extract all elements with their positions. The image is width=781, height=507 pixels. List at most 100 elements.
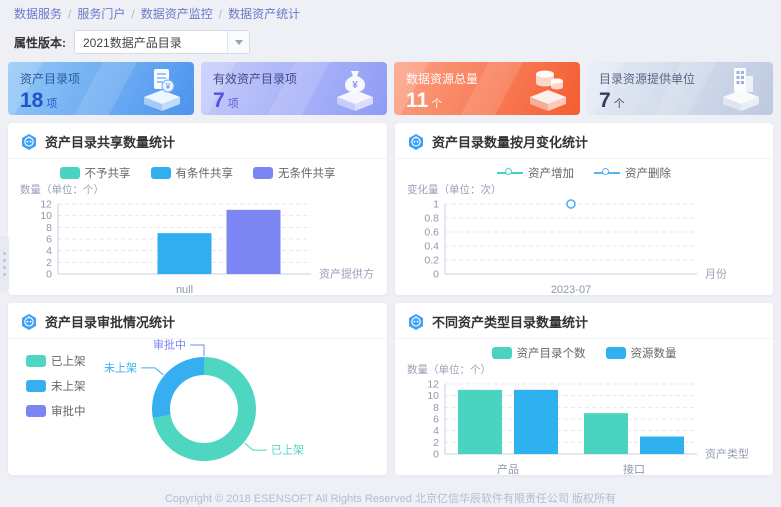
panel-title: 不同资产类型目录数量统计 xyxy=(432,315,589,330)
legend-label: 不予共享 xyxy=(84,168,131,180)
panel-monthly-change-stats: 资产目录数量按月变化统计 资产增加 资产删除 变化量（单位：次） 0 0.2 0.4 0.… xyxy=(395,123,773,296)
svg-text:数量（单位：个）: 数量（单位：个） xyxy=(20,183,104,196)
svg-text:10: 10 xyxy=(427,390,439,402)
svg-text:¥: ¥ xyxy=(165,82,171,91)
legend-label: 资源数量 xyxy=(630,348,677,360)
legend-item[interactable]: 不予共享 xyxy=(59,165,131,181)
panel-badge-icon xyxy=(409,133,423,150)
line-chart-canvas[interactable]: 变化量（单位：次） 0 0.2 0.4 0.6 0.8 1 2023-07 月份 xyxy=(403,182,763,300)
legend-item[interactable]: 有条件共享 xyxy=(150,165,234,181)
donut-chart-canvas[interactable]: 已上架 未上架 审批中 xyxy=(104,338,379,475)
panel-title: 资产目录数量按月变化统计 xyxy=(432,135,589,150)
version-select[interactable]: 2021数据产品目录 xyxy=(74,30,250,54)
svg-text:资产提供方: 资产提供方 xyxy=(319,267,374,281)
panel-badge-icon xyxy=(22,133,36,150)
svg-text:¥: ¥ xyxy=(352,80,358,91)
panel-title: 资产目录审批情况统计 xyxy=(45,315,176,330)
legend-item[interactable]: 无条件共享 xyxy=(253,165,336,181)
breadcrumb-separator: / xyxy=(218,7,223,21)
collapsed-sidebar-handle[interactable] xyxy=(0,236,9,292)
svg-text:6: 6 xyxy=(433,414,439,426)
legend-label: 已上架 xyxy=(51,356,86,368)
svg-text:4: 4 xyxy=(433,425,439,437)
svg-text:0: 0 xyxy=(433,449,439,461)
svg-text:12: 12 xyxy=(40,199,52,211)
legend-marker xyxy=(26,405,46,417)
charts-grid: 资产目录共享数量统计 不予共享 有条件共享 无条件共享 数量（单位：个） 0 2 4 6 8 1… xyxy=(8,123,773,476)
breadcrumb-item-1[interactable]: 服务门户 xyxy=(77,7,126,21)
footer-copyright: Copyright © 2018 ESENSOFT All Rights Res… xyxy=(164,493,617,505)
svg-text:2023-07: 2023-07 xyxy=(551,284,591,296)
legend-item[interactable]: 资产目录个数 xyxy=(491,345,586,361)
legend-marker xyxy=(253,167,273,179)
panel-badge-icon xyxy=(409,313,423,330)
svg-text:产品: 产品 xyxy=(497,462,519,476)
chart-legend: 资产目录个数 资源数量 xyxy=(395,346,773,360)
panel-header: 不同资产类型目录数量统计 xyxy=(395,303,773,339)
version-filter: 属性版本: 2021数据产品目录 xyxy=(14,30,767,54)
panel-body: 已上架 未上架 审批中 已上架 未上架 审批中 xyxy=(8,338,387,475)
money-bag-icon: ¥ xyxy=(337,71,373,111)
asset-type-bar-chart: 数量（单位：个） 0 2 4 6 8 10 12 产品 接口 资产类型 xyxy=(403,362,763,480)
legend-label: 有条件共享 xyxy=(175,168,234,180)
panel-header: 资产目录共享数量统计 xyxy=(8,123,387,159)
stat-card-title: 有效资产目录项 xyxy=(213,72,298,86)
svg-text:8: 8 xyxy=(46,222,52,234)
chart-legend: 资产增加 资产删除 xyxy=(395,166,773,180)
stat-card-data-resources-total: 数据资源总量 11 个 xyxy=(394,62,580,115)
panel-header: 资产目录数量按月变化统计 xyxy=(395,123,773,159)
panel-share-count-stats: 资产目录共享数量统计 不予共享 有条件共享 无条件共享 数量（单位：个） 0 2 4 6 8 1… xyxy=(8,123,387,296)
document-coin-icon: ¥ xyxy=(144,69,180,111)
legend-marker xyxy=(594,167,620,179)
legend-marker xyxy=(605,347,626,359)
stat-card-title: 资产目录项 xyxy=(20,72,81,86)
svg-text:10: 10 xyxy=(40,210,52,222)
svg-text:4: 4 xyxy=(46,245,52,257)
svg-text:审批中: 审批中 xyxy=(153,338,186,352)
svg-text:1: 1 xyxy=(433,199,439,211)
svg-text:变化量（单位：次）: 变化量（单位：次） xyxy=(407,183,502,196)
breadcrumb-item-3[interactable]: 数据资产统计 xyxy=(228,7,301,21)
legend-marker xyxy=(59,167,80,179)
legend-marker xyxy=(26,380,46,392)
stat-card-asset-catalog-items: 资产目录项 18 项 ¥ xyxy=(8,62,194,115)
stat-card-value: 11 个 xyxy=(406,89,443,112)
svg-text:8: 8 xyxy=(433,402,439,414)
svg-text:0.8: 0.8 xyxy=(424,213,439,225)
svg-text:0.2: 0.2 xyxy=(424,255,439,267)
panel-badge-icon xyxy=(22,313,36,330)
svg-text:0: 0 xyxy=(46,269,52,281)
legend-label: 资产目录个数 xyxy=(516,348,586,360)
coin-stack-icon xyxy=(530,70,566,111)
legend-label: 无条件共享 xyxy=(278,168,336,180)
legend-item[interactable]: 资产删除 xyxy=(594,165,671,181)
legend-item[interactable]: 未上架 xyxy=(26,378,112,394)
svg-text:0.4: 0.4 xyxy=(424,241,439,253)
dropdown-arrow-icon[interactable] xyxy=(227,31,249,53)
breadcrumb-item-2[interactable]: 数据资产监控 xyxy=(140,7,213,21)
stat-card-title: 数据资源总量 xyxy=(406,72,479,86)
svg-text:2: 2 xyxy=(433,437,439,449)
svg-text:数量（单位：个）: 数量（单位：个） xyxy=(407,363,491,376)
legend-item[interactable]: 审批中 xyxy=(26,403,112,419)
legend-marker xyxy=(26,355,46,367)
svg-text:接口: 接口 xyxy=(623,463,645,476)
legend-item[interactable]: 已上架 xyxy=(26,353,112,369)
panel-header: 资产目录审批情况统计 xyxy=(8,303,387,339)
legend-item[interactable]: 资源数量 xyxy=(605,345,677,361)
legend-label: 资产增加 xyxy=(528,168,574,180)
legend-marker xyxy=(497,167,523,179)
legend-item[interactable]: 资产增加 xyxy=(497,165,574,181)
breadcrumb-item-0[interactable]: 数据服务 xyxy=(14,7,63,21)
svg-text:0: 0 xyxy=(433,269,439,281)
svg-text:null: null xyxy=(176,284,193,296)
legend-marker xyxy=(150,167,171,179)
stat-card-value: 18 项 xyxy=(20,89,58,112)
building-icon xyxy=(723,68,759,111)
